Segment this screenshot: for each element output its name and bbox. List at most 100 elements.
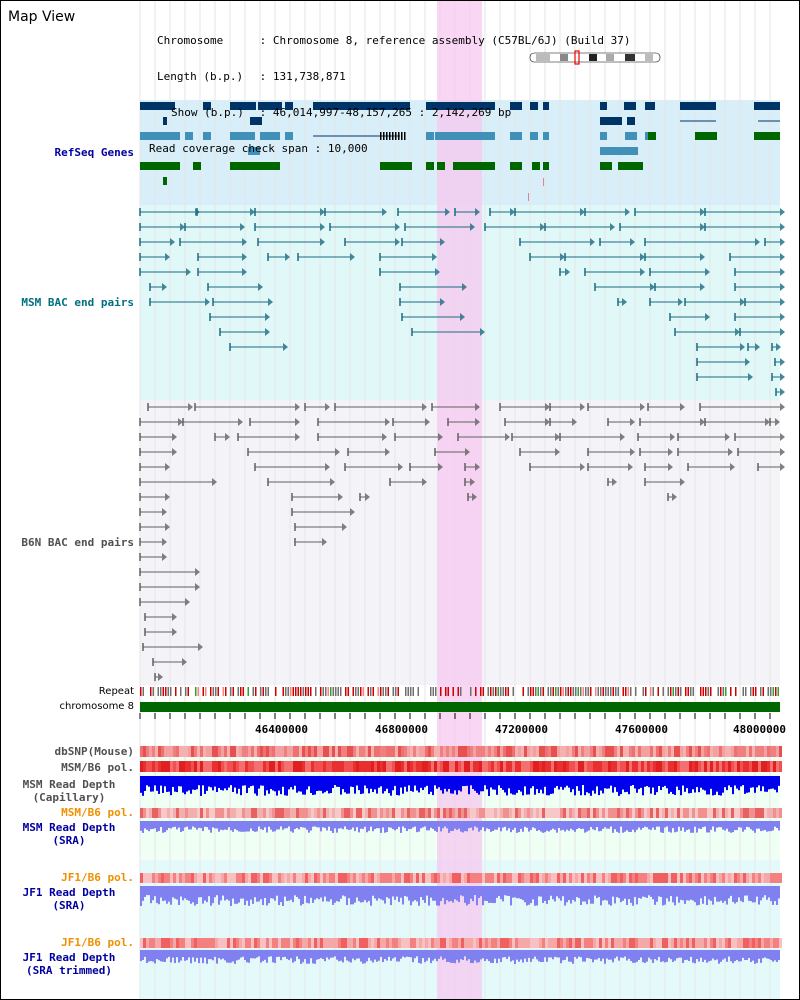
heat-cell: [338, 873, 341, 883]
depth-bar: [516, 821, 518, 833]
track-label-b6n-bac[interactable]: B6N BAC end pairs: [21, 536, 134, 549]
heat-cell: [488, 746, 491, 757]
repeat-element: [165, 687, 167, 696]
depth-bar: [514, 821, 516, 828]
depth-bar: [450, 821, 452, 832]
track-label-jf1-b6-pol-1[interactable]: JF1/B6 pol.: [61, 871, 134, 884]
repeat-element: [380, 687, 382, 696]
heat-cell: [383, 746, 386, 757]
depth-bar: [196, 886, 198, 904]
heat-cell: [494, 746, 497, 757]
depth-bar: [408, 821, 410, 830]
repeat-element: [565, 687, 567, 696]
repeat-element: [297, 687, 299, 696]
depth-bar: [540, 776, 542, 790]
track-label-repeat[interactable]: Repeat: [98, 686, 134, 697]
b6n-bac-pair-arrow: [775, 418, 780, 426]
repeat-element: [547, 687, 549, 696]
depth-bar: [676, 821, 678, 832]
depth-bar: [200, 886, 202, 898]
depth-bar: [766, 821, 768, 832]
repeat-element: [167, 687, 169, 696]
depth-bar: [182, 776, 184, 793]
heat-cell: [221, 873, 224, 883]
depth-bar: [766, 776, 768, 792]
track-label-msm-bac[interactable]: MSM BAC end pairs: [21, 296, 134, 309]
heat-cell: [401, 873, 404, 883]
track-label-jf1-depth-sra[interactable]: JF1 Read Depth (SRA): [2, 886, 136, 912]
heat-cell: [461, 873, 464, 883]
track-label-msm-b6-pol-1[interactable]: MSM/B6 pol.: [61, 761, 134, 774]
b6n-bac-pair-arrow: [728, 448, 733, 456]
repeat-element: [502, 687, 504, 696]
depth-bar: [488, 776, 490, 796]
track-label-jf1-depth-trimmed[interactable]: JF1 Read Depth (SRA trimmed): [2, 951, 136, 977]
track-label-dbsnp[interactable]: dbSNP(Mouse): [54, 745, 134, 758]
heat-cell: [722, 761, 725, 772]
heat-cell: [413, 746, 416, 757]
depth-bar: [710, 886, 712, 901]
gene-exon: [510, 102, 522, 110]
heat-cell: [170, 761, 173, 772]
repeat-element: [657, 687, 659, 696]
track-label-refseq[interactable]: RefSeq Genes: [54, 146, 134, 159]
depth-bar: [174, 776, 176, 792]
depth-bar: [502, 886, 504, 902]
track-label-msm-depth-capillary[interactable]: MSM Read Depth (Capillary): [2, 778, 136, 804]
heat-cell: [194, 761, 197, 772]
track-label-chromosome[interactable]: chromosome 8: [59, 701, 134, 712]
depth-bar: [584, 821, 586, 833]
heat-cell: [272, 808, 275, 818]
depth-bar: [266, 776, 268, 791]
depth-bar: [400, 821, 402, 833]
depth-bar: [736, 776, 738, 789]
heat-cell: [737, 746, 740, 757]
depth-bar: [754, 886, 756, 903]
depth-bar: [224, 886, 226, 901]
repeat-element: [652, 687, 654, 696]
heat-cell: [293, 873, 296, 883]
heat-cell: [596, 746, 599, 757]
ideogram-band: [645, 54, 653, 61]
depth-bar: [480, 821, 482, 830]
heat-cell: [533, 938, 536, 948]
heat-cell: [200, 761, 203, 772]
depth-bar: [652, 821, 654, 828]
heat-cell: [224, 808, 227, 818]
depth-bar: [202, 821, 204, 832]
heat-cell: [188, 873, 191, 883]
gene-exon: [426, 162, 434, 170]
depth-bar: [348, 950, 350, 962]
track-label-jf1-b6-pol-2[interactable]: JF1/B6 pol.: [61, 936, 134, 949]
depth-bar: [296, 776, 298, 793]
heat-cell: [272, 761, 275, 772]
heat-cell: [515, 873, 518, 883]
heat-cell: [281, 938, 284, 948]
heat-cell: [434, 808, 437, 818]
depth-bar: [374, 950, 376, 960]
heat-cell: [602, 761, 605, 772]
depth-bar: [420, 776, 422, 788]
depth-bar: [600, 821, 602, 831]
track-label-msm-depth-sra[interactable]: MSM Read Depth (SRA): [2, 821, 136, 847]
heat-cell: [215, 761, 218, 772]
depth-bar: [328, 950, 330, 960]
heat-cell: [560, 938, 563, 948]
b6n-bac-pair-arrow: [325, 463, 330, 471]
heat-cell: [473, 761, 476, 772]
depth-bar: [532, 950, 534, 959]
depth-bar: [678, 776, 680, 791]
heat-cell: [158, 938, 161, 948]
depth-bar: [716, 886, 718, 902]
heat-cell: [515, 761, 518, 772]
heat-cell: [170, 746, 173, 757]
heat-cell: [536, 938, 539, 948]
depth-bar: [594, 950, 596, 960]
heat-cell: [167, 808, 170, 818]
depth-bar: [288, 776, 290, 790]
heat-cell: [224, 746, 227, 757]
heat-cell: [338, 808, 341, 818]
track-label-msm-b6-pol-2[interactable]: MSM/B6 pol.: [61, 806, 134, 819]
depth-bar: [450, 776, 452, 794]
